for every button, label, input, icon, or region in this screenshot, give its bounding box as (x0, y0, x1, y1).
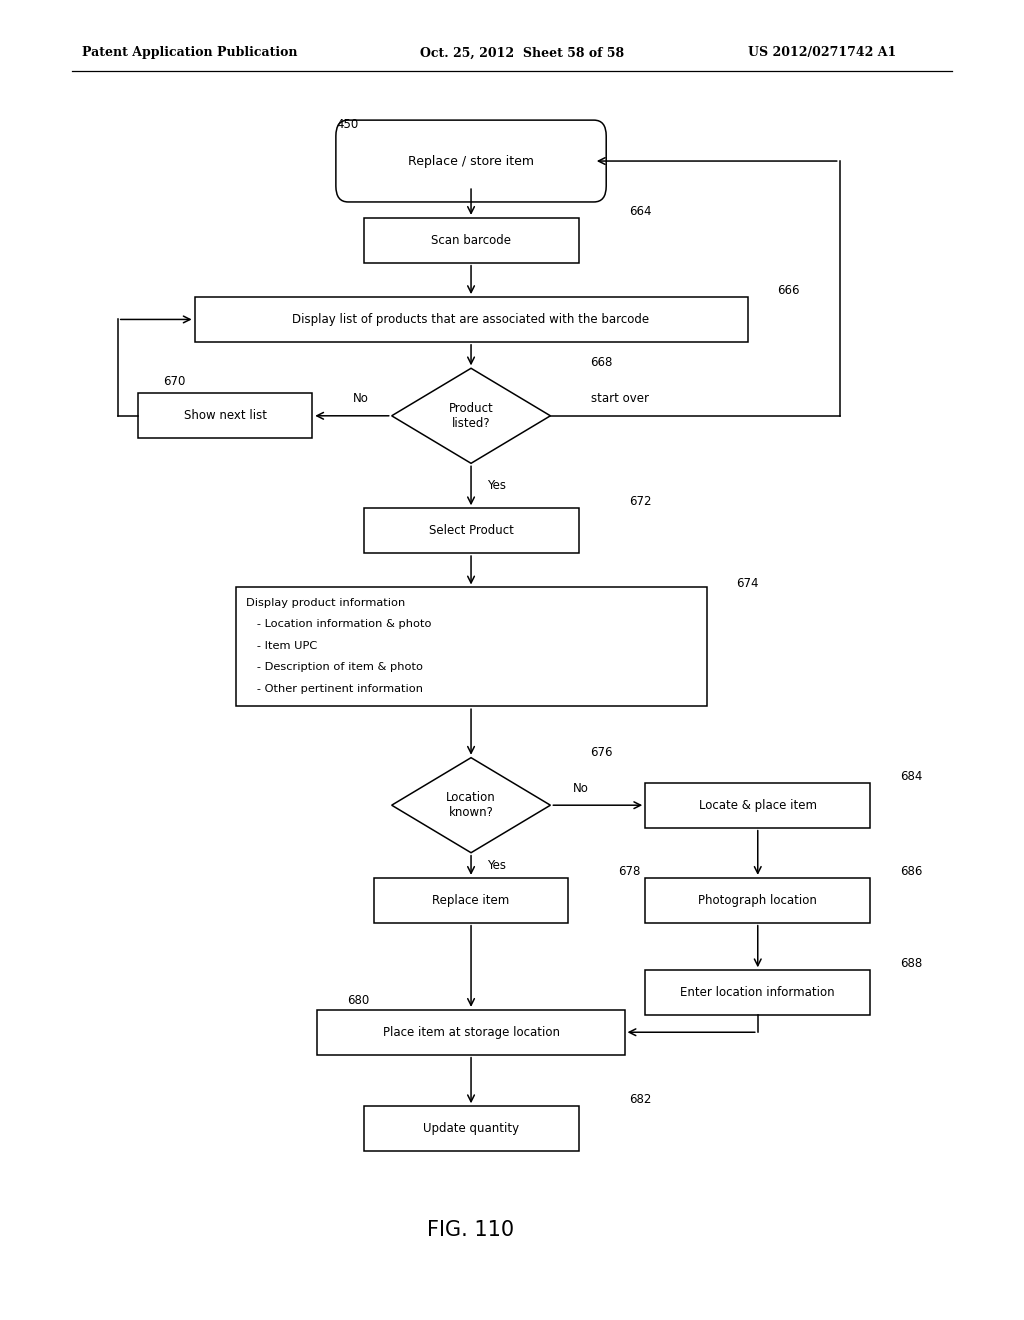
Bar (138, 393, 312, 438)
Bar (364, 508, 579, 553)
Text: 450: 450 (336, 117, 358, 131)
Text: FIG. 110: FIG. 110 (427, 1220, 515, 1241)
Bar (195, 297, 748, 342)
Bar (645, 970, 870, 1015)
Text: Replace / store item: Replace / store item (408, 154, 535, 168)
Bar (364, 218, 579, 263)
Text: Place item at storage location: Place item at storage location (383, 1026, 559, 1039)
Text: 682: 682 (629, 1093, 651, 1106)
Text: - Description of item & photo: - Description of item & photo (246, 663, 423, 672)
Text: Replace item: Replace item (432, 894, 510, 907)
Bar (236, 587, 707, 706)
Text: Select Product: Select Product (429, 524, 513, 537)
Text: 664: 664 (629, 205, 651, 218)
Text: 668: 668 (591, 356, 612, 370)
Text: Product
listed?: Product listed? (449, 401, 494, 430)
Bar (374, 878, 568, 923)
Text: 678: 678 (618, 865, 641, 878)
Polygon shape (391, 368, 551, 463)
Polygon shape (391, 758, 551, 853)
Text: Location
known?: Location known? (446, 791, 496, 820)
Text: 670: 670 (163, 375, 185, 388)
Text: Enter location information: Enter location information (680, 986, 836, 999)
Text: 676: 676 (591, 746, 612, 759)
Text: 666: 666 (777, 284, 800, 297)
Text: 684: 684 (900, 770, 923, 783)
Text: No: No (573, 781, 589, 795)
Bar (364, 1106, 579, 1151)
Text: Oct. 25, 2012  Sheet 58 of 58: Oct. 25, 2012 Sheet 58 of 58 (420, 46, 624, 59)
Text: - Item UPC: - Item UPC (246, 640, 317, 651)
Text: 688: 688 (900, 957, 923, 970)
Text: Display product information: Display product information (246, 598, 406, 607)
Text: No: No (353, 392, 369, 405)
Text: start over: start over (592, 392, 649, 405)
Text: Update quantity: Update quantity (423, 1122, 519, 1135)
Text: 686: 686 (900, 865, 923, 878)
Bar (645, 783, 870, 828)
Bar (317, 1010, 625, 1055)
Text: Yes: Yes (487, 859, 506, 871)
Bar (645, 878, 870, 923)
Text: - Other pertinent information: - Other pertinent information (246, 684, 423, 694)
Text: Locate & place item: Locate & place item (698, 799, 817, 812)
Text: 674: 674 (736, 577, 759, 590)
Text: 672: 672 (629, 495, 651, 508)
Text: - Location information & photo: - Location information & photo (246, 619, 431, 630)
Text: Scan barcode: Scan barcode (431, 234, 511, 247)
Text: US 2012/0271742 A1: US 2012/0271742 A1 (748, 46, 896, 59)
FancyBboxPatch shape (336, 120, 606, 202)
Text: Show next list: Show next list (183, 409, 267, 422)
Text: Yes: Yes (487, 479, 506, 492)
Text: 680: 680 (347, 994, 370, 1007)
Text: Photograph location: Photograph location (698, 894, 817, 907)
Text: Display list of products that are associated with the barcode: Display list of products that are associ… (293, 313, 649, 326)
Text: Patent Application Publication: Patent Application Publication (82, 46, 297, 59)
